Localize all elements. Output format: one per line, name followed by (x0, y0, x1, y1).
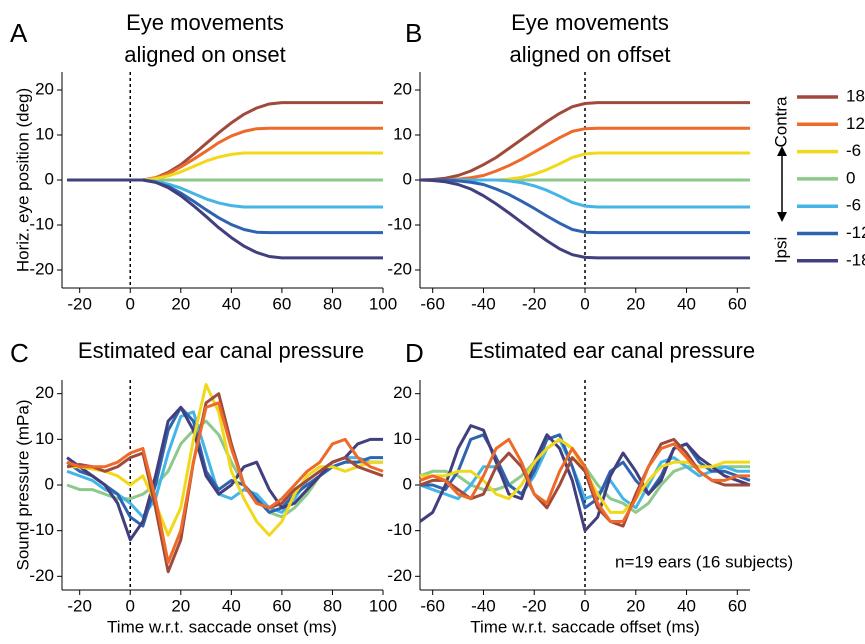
x-tick-label: 20 (171, 596, 190, 615)
y-tick-label: -20 (387, 259, 412, 278)
y-tick-label: 0 (403, 474, 412, 493)
legend-label: 18 (846, 86, 865, 105)
y-axis-label: Sound pressure (mPa) (13, 399, 32, 570)
x-tick-label: 0 (580, 596, 589, 615)
series-line (67, 383, 383, 537)
x-tick-label: 60 (728, 596, 747, 615)
y-tick-label: -10 (387, 520, 412, 539)
legend-label: 0 (846, 168, 855, 187)
y-tick-label: 20 (393, 79, 412, 98)
legend-annotation: Contra (771, 96, 790, 148)
series-line (66, 392, 384, 574)
panel-label: D (405, 338, 424, 368)
x-tick-label: 100 (369, 294, 397, 313)
x-tick-label: 20 (626, 596, 645, 615)
panel-label: B (405, 18, 422, 48)
x-tick-label: 40 (677, 596, 696, 615)
series-line (420, 178, 750, 209)
x-tick-label: -20 (67, 294, 92, 313)
series-line (67, 178, 383, 209)
x-tick-label: 40 (222, 596, 241, 615)
x-tick-label: 20 (171, 294, 190, 313)
legend-label: -18 (846, 250, 865, 269)
x-tick-label: 80 (323, 596, 342, 615)
panel-label: A (10, 18, 28, 48)
series-line (67, 178, 383, 260)
series-line (419, 178, 750, 260)
x-axis-label: Time w.r.t. saccade offset (ms) (470, 617, 700, 636)
x-tick-label: -60 (420, 596, 445, 615)
series-line (420, 126, 750, 182)
y-tick-label: 10 (393, 429, 412, 448)
y-tick-label: -20 (387, 566, 412, 585)
y-tick-label: 20 (393, 383, 412, 402)
panel-title: aligned on offset (509, 42, 670, 67)
x-tick-label: 60 (728, 294, 747, 313)
x-tick-label: 0 (126, 294, 135, 313)
panel-title: Eye movements (511, 10, 669, 35)
panel-title: Estimated ear canal pressure (78, 338, 364, 363)
y-tick-label: -10 (387, 214, 412, 233)
x-tick-label: 0 (126, 596, 135, 615)
x-tick-label: -60 (420, 294, 445, 313)
x-tick-label: 0 (580, 294, 589, 313)
x-tick-label: 20 (626, 294, 645, 313)
panel-title: Estimated ear canal pressure (469, 338, 755, 363)
legend-arrowhead (777, 146, 787, 156)
y-tick-label: 20 (35, 79, 54, 98)
series-line (66, 405, 383, 528)
y-axis-label: Horiz. eye position (deg) (13, 88, 32, 272)
x-tick-label: 60 (272, 596, 291, 615)
series-line (419, 101, 750, 182)
y-tick-label: 10 (35, 124, 54, 143)
legend-annotation: Ipsi (771, 237, 790, 263)
series-line (420, 433, 751, 510)
x-tick-label: -20 (522, 294, 547, 313)
x-tick-label: 100 (369, 596, 397, 615)
y-tick-label: -10 (29, 520, 54, 539)
y-tick-label: 20 (35, 383, 54, 402)
legend-label: -6 (846, 141, 861, 160)
legend-label: 12 (846, 114, 865, 133)
y-tick-label: 10 (393, 124, 412, 143)
x-tick-label: -40 (471, 596, 496, 615)
y-tick-label: 0 (45, 474, 54, 493)
x-tick-label: 40 (222, 294, 241, 313)
series-line (420, 178, 750, 235)
series-line (67, 151, 383, 182)
y-tick-label: 10 (35, 429, 54, 448)
series-line (66, 401, 384, 565)
panel-title: Eye movements (126, 10, 284, 35)
x-tick-label: -40 (471, 294, 496, 313)
legend-label: -6 (846, 196, 861, 215)
series-line (67, 101, 383, 182)
legend-arrowhead (777, 212, 787, 222)
x-tick-label: 40 (677, 294, 696, 313)
y-tick-label: -20 (29, 259, 54, 278)
panel-title: aligned on onset (124, 42, 285, 67)
x-tick-label: -20 (67, 596, 92, 615)
y-tick-label: -20 (29, 566, 54, 585)
panel-label: C (10, 338, 29, 368)
y-tick-label: 0 (45, 169, 54, 188)
series-line (419, 437, 750, 524)
series-line (419, 437, 750, 510)
y-tick-label: 0 (403, 169, 412, 188)
series-line (419, 424, 751, 533)
annotation: n=19 ears (16 subjects) (615, 552, 793, 571)
x-axis-label: Time w.r.t. saccade onset (ms) (107, 617, 337, 636)
x-tick-label: 60 (272, 294, 291, 313)
legend-label: -12 (846, 223, 865, 242)
x-tick-label: -20 (522, 596, 547, 615)
y-tick-label: -10 (29, 214, 54, 233)
x-tick-label: 80 (323, 294, 342, 313)
